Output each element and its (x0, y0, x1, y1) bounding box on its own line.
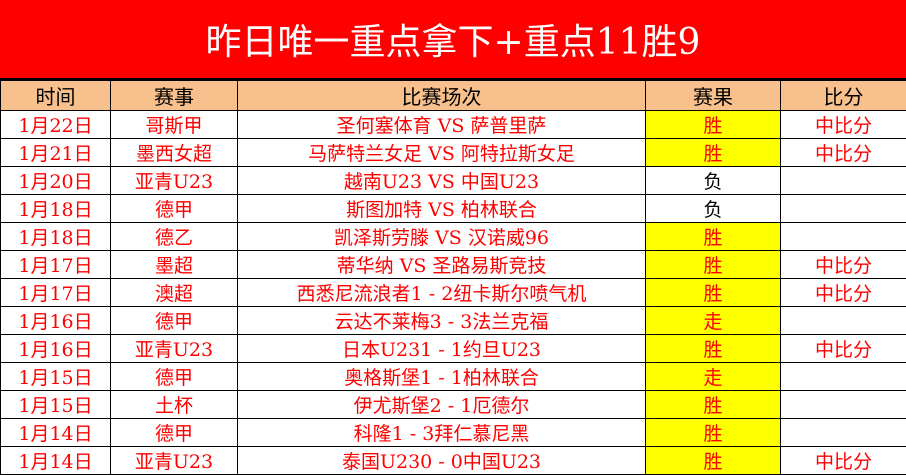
date-cell: 1月16日 (1, 307, 111, 335)
date-cell: 1月17日 (1, 279, 111, 307)
score-cell (781, 307, 906, 335)
score-cell (781, 167, 906, 195)
match-cell: 云达不莱梅3 - 3法兰克福 (238, 307, 646, 335)
match-cell: 科隆1 - 3拜仁慕尼黑 (238, 419, 646, 447)
header-time: 时间 (1, 81, 111, 111)
score-cell (781, 223, 906, 251)
result-cell: 胜 (646, 223, 781, 251)
league-cell: 墨超 (111, 251, 238, 279)
result-cell: 胜 (646, 447, 781, 475)
date-cell: 1月15日 (1, 363, 111, 391)
page-title: 昨日唯一重点拿下+重点11胜9 (0, 0, 906, 80)
result-cell: 胜 (646, 111, 781, 139)
table-row: 1月18日德甲斯图加特 VS 柏林联合负 (1, 195, 906, 223)
match-cell: 泰国U230 - 0中国U23 (238, 447, 646, 475)
score-cell: 中比分 (781, 335, 906, 363)
score-cell (781, 419, 906, 447)
league-cell: 德乙 (111, 223, 238, 251)
date-cell: 1月14日 (1, 419, 111, 447)
result-cell: 胜 (646, 391, 781, 419)
header-match: 比赛场次 (238, 81, 646, 111)
match-cell: 伊尤斯堡2 - 1厄德尔 (238, 391, 646, 419)
score-cell: 中比分 (781, 251, 906, 279)
date-cell: 1月20日 (1, 167, 111, 195)
league-cell: 亚青U23 (111, 335, 238, 363)
date-cell: 1月18日 (1, 223, 111, 251)
match-cell: 西悉尼流浪者1 - 2纽卡斯尔喷气机 (238, 279, 646, 307)
score-cell: 中比分 (781, 139, 906, 167)
match-cell: 日本U231 - 1约旦U23 (238, 335, 646, 363)
match-cell: 蒂华纳 VS 圣路易斯竞技 (238, 251, 646, 279)
result-cell: 走 (646, 307, 781, 335)
result-cell: 负 (646, 167, 781, 195)
league-cell: 哥斯甲 (111, 111, 238, 139)
league-cell: 德甲 (111, 419, 238, 447)
match-cell: 凯泽斯劳滕 VS 汉诺威96 (238, 223, 646, 251)
league-cell: 土杯 (111, 391, 238, 419)
table-row: 1月21日墨西女超马萨特兰女足 VS 阿特拉斯女足胜中比分 (1, 139, 906, 167)
date-cell: 1月22日 (1, 111, 111, 139)
table-row: 1月16日德甲云达不莱梅3 - 3法兰克福走 (1, 307, 906, 335)
result-cell: 胜 (646, 279, 781, 307)
score-cell: 中比分 (781, 111, 906, 139)
table-row: 1月14日德甲科隆1 - 3拜仁慕尼黑胜 (1, 419, 906, 447)
table-row: 1月17日墨超蒂华纳 VS 圣路易斯竞技胜中比分 (1, 251, 906, 279)
league-cell: 德甲 (111, 307, 238, 335)
match-cell: 圣何塞体育 VS 萨普里萨 (238, 111, 646, 139)
header-result: 赛果 (646, 81, 781, 111)
league-cell: 墨西女超 (111, 139, 238, 167)
date-cell: 1月18日 (1, 195, 111, 223)
result-cell: 胜 (646, 251, 781, 279)
league-cell: 亚青U23 (111, 167, 238, 195)
league-cell: 澳超 (111, 279, 238, 307)
result-cell: 胜 (646, 335, 781, 363)
result-cell: 胜 (646, 139, 781, 167)
result-cell: 负 (646, 195, 781, 223)
score-cell: 中比分 (781, 279, 906, 307)
league-cell: 德甲 (111, 195, 238, 223)
match-cell: 越南U23 VS 中国U23 (238, 167, 646, 195)
match-cell: 斯图加特 VS 柏林联合 (238, 195, 646, 223)
table-row: 1月17日澳超西悉尼流浪者1 - 2纽卡斯尔喷气机胜中比分 (1, 279, 906, 307)
league-cell: 德甲 (111, 363, 238, 391)
score-cell: 中比分 (781, 447, 906, 475)
match-cell: 马萨特兰女足 VS 阿特拉斯女足 (238, 139, 646, 167)
date-cell: 1月17日 (1, 251, 111, 279)
date-cell: 1月16日 (1, 335, 111, 363)
result-cell: 走 (646, 363, 781, 391)
table-row: 1月22日哥斯甲圣何塞体育 VS 萨普里萨胜中比分 (1, 111, 906, 139)
league-cell: 亚青U23 (111, 447, 238, 475)
header-league: 赛事 (111, 81, 238, 111)
date-cell: 1月21日 (1, 139, 111, 167)
score-cell (781, 391, 906, 419)
result-cell: 胜 (646, 419, 781, 447)
header-row: 时间 赛事 比赛场次 赛果 比分 (1, 81, 906, 111)
results-table: 时间 赛事 比赛场次 赛果 比分 1月22日哥斯甲圣何塞体育 VS 萨普里萨胜中… (0, 80, 906, 475)
table-row: 1月15日土杯伊尤斯堡2 - 1厄德尔胜 (1, 391, 906, 419)
score-cell (781, 363, 906, 391)
match-cell: 奥格斯堡1 - 1柏林联合 (238, 363, 646, 391)
table-row: 1月15日德甲奥格斯堡1 - 1柏林联合走 (1, 363, 906, 391)
date-cell: 1月15日 (1, 391, 111, 419)
header-score: 比分 (781, 81, 906, 111)
score-cell (781, 195, 906, 223)
date-cell: 1月14日 (1, 447, 111, 475)
